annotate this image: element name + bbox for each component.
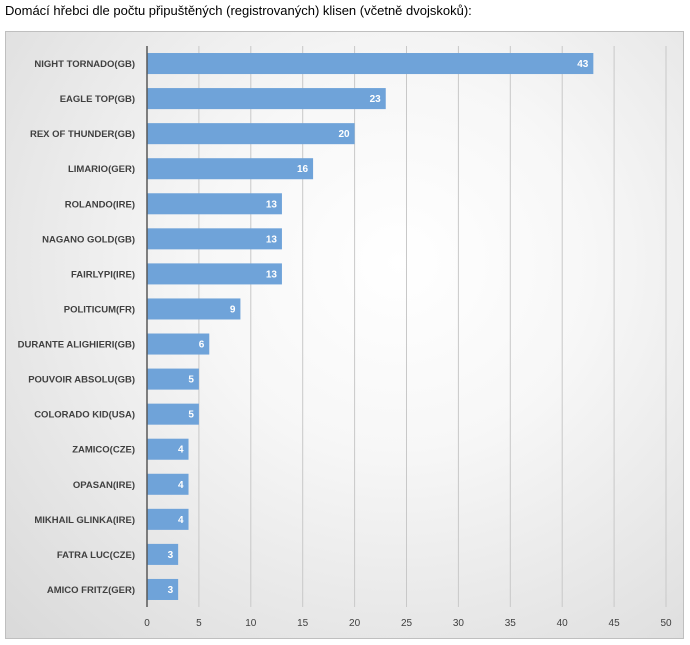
bar bbox=[147, 88, 386, 110]
value-label: 5 bbox=[188, 410, 194, 421]
bar bbox=[147, 193, 282, 215]
bar bbox=[147, 333, 210, 355]
category-label: POLITICUM(FR) bbox=[64, 304, 135, 315]
value-label: 16 bbox=[297, 164, 309, 175]
x-tick-label: 20 bbox=[349, 618, 361, 629]
x-tick-label: 35 bbox=[505, 618, 517, 629]
value-label: 9 bbox=[230, 304, 236, 315]
value-label: 4 bbox=[178, 480, 184, 491]
x-tick-label: 45 bbox=[609, 618, 621, 629]
bar bbox=[147, 473, 189, 495]
bar bbox=[147, 123, 355, 145]
value-label: 5 bbox=[188, 375, 194, 386]
value-label: 4 bbox=[178, 445, 184, 456]
x-tick-label: 40 bbox=[557, 618, 569, 629]
category-label: FATRA LUC(CZE) bbox=[57, 550, 135, 561]
x-tick-label: 50 bbox=[660, 618, 672, 629]
category-label: AMICO FRITZ(GER) bbox=[47, 585, 135, 596]
category-label: OPASAN(IRE) bbox=[73, 480, 135, 491]
value-label: 23 bbox=[370, 94, 382, 105]
value-label: 13 bbox=[266, 234, 278, 245]
chart-frame bbox=[5, 31, 684, 639]
category-label: COLORADO KID(USA) bbox=[34, 410, 135, 421]
category-label: DURANTE ALIGHIERI(GB) bbox=[18, 340, 135, 351]
value-label: 20 bbox=[338, 129, 350, 140]
bar bbox=[147, 368, 199, 390]
category-label: FAIRLYPI(IRE) bbox=[71, 269, 135, 280]
value-label: 4 bbox=[178, 515, 184, 526]
category-label: LIMARIO(GER) bbox=[68, 164, 135, 175]
bar bbox=[147, 263, 282, 285]
value-label: 13 bbox=[266, 199, 278, 210]
x-tick-label: 15 bbox=[297, 618, 309, 629]
bar bbox=[147, 508, 189, 530]
bar bbox=[147, 543, 179, 565]
bar bbox=[147, 298, 241, 320]
bars bbox=[147, 53, 594, 600]
grid-lines bbox=[198, 46, 667, 607]
value-label: 13 bbox=[266, 269, 278, 280]
bar bbox=[147, 438, 189, 460]
category-label: POUVOIR ABSOLU(GB) bbox=[28, 375, 135, 386]
bar bbox=[147, 53, 594, 75]
page-title: Domácí hřebci dle počtu připuštěných (re… bbox=[5, 3, 472, 18]
value-label: 43 bbox=[577, 59, 589, 70]
bar bbox=[147, 158, 314, 180]
category-label: ZAMICO(CZE) bbox=[72, 445, 135, 456]
bar bbox=[147, 403, 199, 425]
value-label: 6 bbox=[199, 340, 205, 351]
bar bbox=[147, 578, 179, 600]
value-label: 3 bbox=[168, 585, 174, 596]
category-label: EAGLE TOP(GB) bbox=[60, 94, 135, 105]
x-tick-label: 5 bbox=[196, 618, 202, 629]
value-label: 3 bbox=[168, 550, 174, 561]
category-label: REX OF THUNDER(GB) bbox=[30, 129, 135, 140]
category-label: NAGANO GOLD(GB) bbox=[42, 234, 135, 245]
x-tick-label: 25 bbox=[401, 618, 413, 629]
category-label: NIGHT TORNADO(GB) bbox=[34, 59, 135, 70]
x-tick-label: 10 bbox=[245, 618, 257, 629]
category-label: ROLANDO(IRE) bbox=[65, 199, 135, 210]
bar bbox=[147, 228, 282, 250]
category-label: MIKHAIL GLINKA(IRE) bbox=[34, 515, 135, 526]
x-tick-label: 30 bbox=[453, 618, 465, 629]
x-tick-label: 0 bbox=[144, 618, 150, 629]
